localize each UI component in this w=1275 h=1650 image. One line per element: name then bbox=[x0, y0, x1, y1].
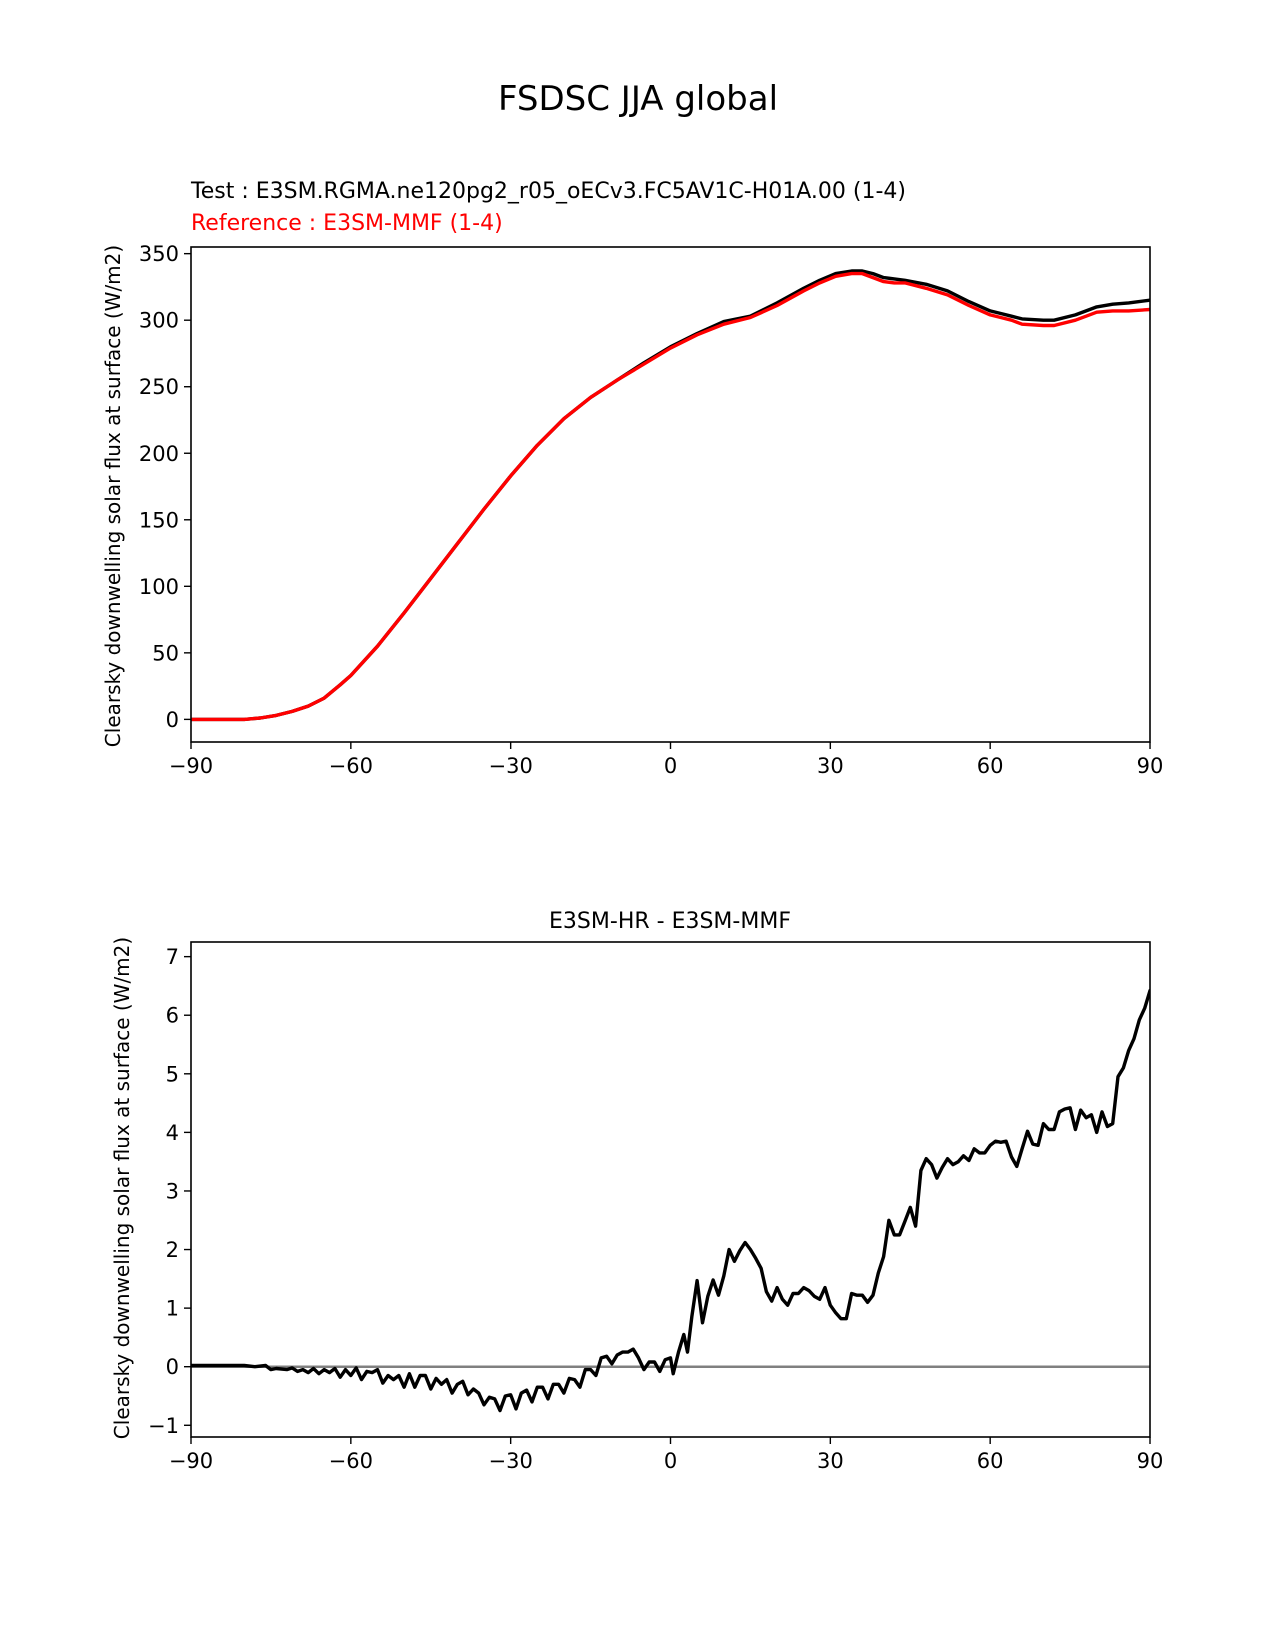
bottom-series-e3sm-hr-e3sm-mmf-line bbox=[191, 988, 1150, 1413]
top-xtick-label: −30 bbox=[489, 754, 533, 778]
figure-title: FSDSC JJA global bbox=[498, 79, 778, 119]
top-ytick-label: 100 bbox=[139, 575, 179, 599]
bottom-xtick-label: −60 bbox=[329, 1449, 373, 1473]
top-xtick-label: 90 bbox=[1137, 754, 1164, 778]
top-ytick-label: 150 bbox=[139, 508, 179, 532]
bottom-ytick-label: 5 bbox=[166, 1062, 179, 1086]
top-xtick-label: −60 bbox=[329, 754, 373, 778]
panel-bottom: E3SM-HR - E3SM-MMF Clearsky downwelling … bbox=[110, 909, 1163, 1473]
bottom-xtick-label: 30 bbox=[817, 1449, 844, 1473]
bottom-ytick-label: 1 bbox=[166, 1297, 179, 1321]
top-ytick-label: 250 bbox=[139, 375, 179, 399]
bottom-ytick-label: 7 bbox=[166, 945, 179, 969]
top-ytick-label: 50 bbox=[152, 641, 179, 665]
bottom-xtick-label: −90 bbox=[169, 1449, 213, 1473]
top-ytick-label: 200 bbox=[139, 442, 179, 466]
bottom-ytick-label: 2 bbox=[166, 1238, 179, 1262]
top-xtick-label: 60 bbox=[977, 754, 1004, 778]
top-ytick-label: 350 bbox=[139, 242, 179, 266]
bottom-xtick-label: −30 bbox=[489, 1449, 533, 1473]
bottom-xtick-label: 0 bbox=[664, 1449, 677, 1473]
bottom-lines bbox=[191, 988, 1150, 1413]
bottom-xtick-label: 90 bbox=[1137, 1449, 1164, 1473]
bottom-ytick-label: 0 bbox=[166, 1355, 179, 1379]
bottom-ticks: −90 −60 −30 0 30 60 90 −1 0 1 2 3 4 5 6 7 bbox=[148, 945, 1163, 1473]
bottom-ytick-label: 4 bbox=[166, 1121, 179, 1145]
panel-top: Test : E3SM.RGMA.ne120pg2_r05_oECv3.FC5A… bbox=[101, 179, 1163, 778]
bottom-ytick-label: −1 bbox=[148, 1414, 179, 1438]
bottom-plot-frame bbox=[190, 941, 1151, 1438]
top-plot-frame bbox=[190, 246, 1151, 743]
bottom-ytick-label: 6 bbox=[166, 1004, 179, 1028]
bottom-ylabel: Clearsky downwelling solar flux at surfa… bbox=[110, 937, 134, 1439]
top-series-reference-line bbox=[191, 271, 1150, 722]
top-xtick-label: 0 bbox=[664, 754, 677, 778]
top-ytick-label: 300 bbox=[139, 309, 179, 333]
top-xtick-label: −90 bbox=[169, 754, 213, 778]
top-lines bbox=[191, 269, 1150, 722]
bottom-xtick-label: 60 bbox=[977, 1449, 1004, 1473]
test-label: Test : E3SM.RGMA.ne120pg2_r05_oECv3.FC5A… bbox=[190, 179, 906, 204]
top-ticks: −90 −60 −30 0 30 60 90 0 50 100 150 200 250 300 350 bbox=[139, 242, 1163, 778]
top-ylabel: Clearsky downwelling solar flux at surfa… bbox=[101, 245, 125, 747]
top-series-test-line bbox=[191, 269, 1150, 722]
top-ytick-label: 0 bbox=[166, 708, 179, 732]
top-xtick-label: 30 bbox=[817, 754, 844, 778]
bottom-title: E3SM-HR - E3SM-MMF bbox=[549, 909, 791, 934]
bottom-ytick-label: 3 bbox=[166, 1179, 179, 1203]
reference-label: Reference : E3SM-MMF (1-4) bbox=[191, 211, 503, 236]
